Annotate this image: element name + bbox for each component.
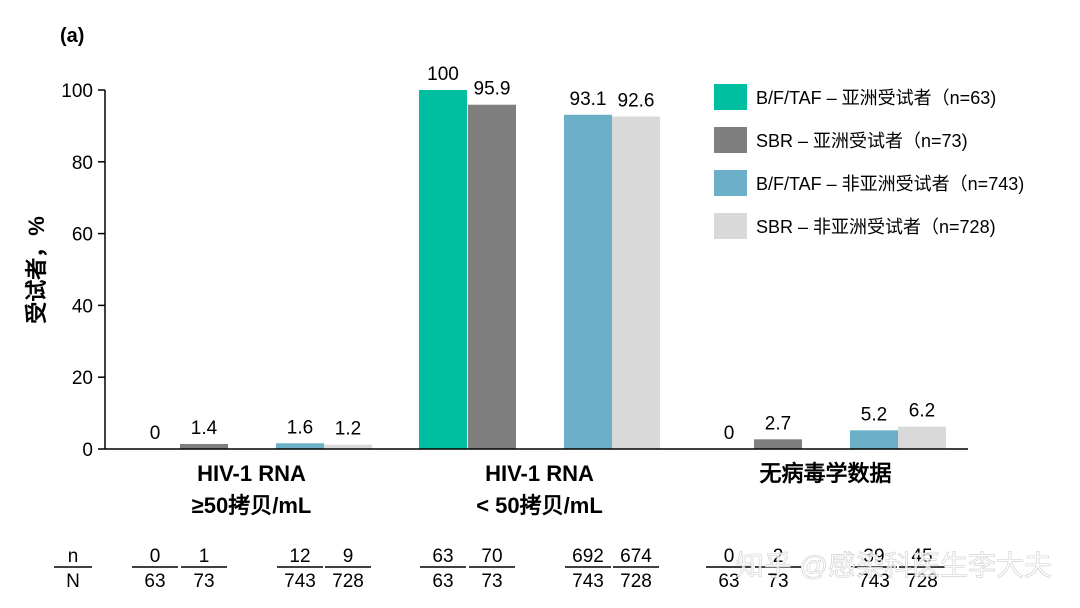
N-value: 728 <box>620 571 652 592</box>
N-value: 63 <box>432 571 453 592</box>
bar-value-label: 2.7 <box>765 413 791 434</box>
N-value: 743 <box>572 571 604 592</box>
bar <box>180 443 228 449</box>
N-value: 728 <box>906 571 938 592</box>
n-value: 39 <box>863 546 884 567</box>
watermark: 知乎 @感染科医生李大夫 <box>736 550 1052 581</box>
bar-value-label: 5.2 <box>861 404 887 425</box>
legend-label: SBR – 非亚洲受试者（n=728) <box>756 217 996 237</box>
N-value: 73 <box>767 571 788 592</box>
n-value: 9 <box>343 546 354 567</box>
legend-label: SBR – 亚洲受试者（n=73) <box>756 131 968 151</box>
bar <box>754 439 802 449</box>
bar-value-label: 6.2 <box>909 401 935 422</box>
y-tick-label: 0 <box>82 440 93 461</box>
N-value: 63 <box>718 571 739 592</box>
bar <box>850 430 898 449</box>
bar-value-label: 1.2 <box>335 419 361 440</box>
legend-label: B/F/TAF – 非亚洲受试者（n=743) <box>756 174 1024 194</box>
N-row-label: N <box>66 571 80 592</box>
bar-value-label: 95.9 <box>474 79 511 100</box>
bar-value-label: 92.6 <box>618 91 655 112</box>
y-axis: 0 20 40 60 80 100 <box>61 81 106 461</box>
bar-value-label: 0 <box>150 423 161 444</box>
bar-value-label: 1.6 <box>287 417 313 438</box>
bar <box>419 90 467 449</box>
bar-value-label: 0 <box>724 423 735 444</box>
bar <box>468 104 516 450</box>
legend-swatch <box>714 84 747 110</box>
N-value: 743 <box>858 571 890 592</box>
legend-swatch <box>714 170 747 196</box>
n-value: 45 <box>911 546 932 567</box>
n-value: 1 <box>199 546 210 567</box>
N-value: 73 <box>481 571 502 592</box>
legend-swatch <box>714 213 747 239</box>
category-label: 无病毒学数据 <box>759 461 891 486</box>
N-value: 743 <box>284 571 316 592</box>
N-value: 63 <box>144 571 165 592</box>
n-value: 70 <box>481 546 502 567</box>
n-value: 692 <box>572 546 604 567</box>
bar-value-label: 100 <box>427 64 459 85</box>
legend: B/F/TAF – 亚洲受试者（n=63) SBR – 亚洲受试者（n=73) B/… <box>714 84 1024 239</box>
y-tick-label: 60 <box>72 225 93 246</box>
bar <box>898 426 946 449</box>
n-value: 2 <box>773 546 784 567</box>
y-tick-label: 20 <box>72 368 93 389</box>
bar-value-label: 1.4 <box>191 418 218 439</box>
panel-label: (a) <box>60 25 84 47</box>
bar <box>276 443 324 449</box>
n-value: 12 <box>289 546 310 567</box>
y-tick-label: 80 <box>72 153 93 174</box>
n-table: nN 0 63 63 63 0 63 1 73 70 73 2 73 12 743 692 743 39 743 9 7… <box>54 546 945 592</box>
bar <box>612 116 660 449</box>
y-tick-label: 100 <box>61 81 93 102</box>
n-value: 674 <box>620 546 652 567</box>
value-labels: 0 100 0 1.4 95.9 2.7 1.6 93.1 5.2 1.2 92.6 6.2 <box>150 64 936 444</box>
N-value: 73 <box>193 571 214 592</box>
n-value: 0 <box>150 546 161 567</box>
y-axis-label: 受试者，% <box>24 216 49 324</box>
n-value: 63 <box>432 546 453 567</box>
n-value: 0 <box>724 546 735 567</box>
bar <box>564 114 612 450</box>
N-value: 728 <box>332 571 364 592</box>
legend-label: B/F/TAF – 亚洲受试者（n=63) <box>756 88 996 108</box>
category-label: HIV-1 RNA <box>197 461 306 486</box>
y-tick-label: 40 <box>72 296 93 317</box>
category-label: ≥50拷贝/mL <box>192 493 312 518</box>
bars <box>180 90 946 450</box>
n-row-label: n <box>68 546 79 567</box>
bar-value-label: 93.1 <box>570 89 607 110</box>
category-label: HIV-1 RNA <box>485 461 594 486</box>
bar <box>324 444 372 449</box>
legend-swatch <box>714 127 747 153</box>
category-label: < 50拷贝/mL <box>476 493 603 518</box>
category-labels: HIV-1 RNA ≥50拷贝/mL HIV-1 RNA < 50拷贝/mL 无病毒学数… <box>192 461 892 518</box>
